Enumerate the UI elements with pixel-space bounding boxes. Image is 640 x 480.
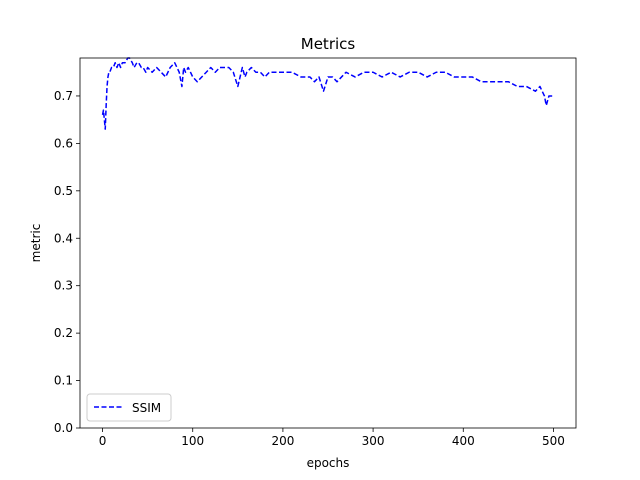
x-axis-ticks: 0 100 200 300 400 500 — [99, 428, 565, 448]
x-tick-label: 300 — [362, 434, 385, 448]
plot-area — [80, 58, 576, 428]
chart-title: Metrics — [301, 35, 356, 53]
series-layer — [101, 57, 554, 130]
y-tick-label: 0.4 — [54, 231, 73, 245]
y-axis-ticks: 0.0 0.1 0.2 0.3 0.4 0.5 0.6 0.7 — [54, 89, 80, 435]
y-tick-label: 0.7 — [54, 89, 73, 103]
x-tick-label: 200 — [271, 434, 294, 448]
y-tick-label: 0.1 — [54, 374, 73, 388]
y-axis-label: metric — [29, 224, 43, 263]
x-tick-label: 0 — [99, 434, 107, 448]
x-axis-label: epochs — [307, 456, 350, 470]
plot-frame — [79, 57, 577, 429]
legend-label-ssim: SSIM — [132, 401, 161, 415]
y-tick-label: 0.5 — [54, 184, 73, 198]
y-tick-label: 0.0 — [54, 421, 73, 435]
y-tick-label: 0.3 — [54, 279, 73, 293]
x-tick-label: 100 — [181, 434, 204, 448]
y-tick-label: 0.6 — [54, 136, 73, 150]
series-line-ssim — [101, 57, 554, 130]
legend-box — [86, 393, 172, 422]
x-tick-label: 500 — [542, 434, 565, 448]
x-tick-label: 400 — [452, 434, 475, 448]
legend: SSIM — [86, 393, 172, 422]
y-tick-label: 0.2 — [54, 326, 73, 340]
